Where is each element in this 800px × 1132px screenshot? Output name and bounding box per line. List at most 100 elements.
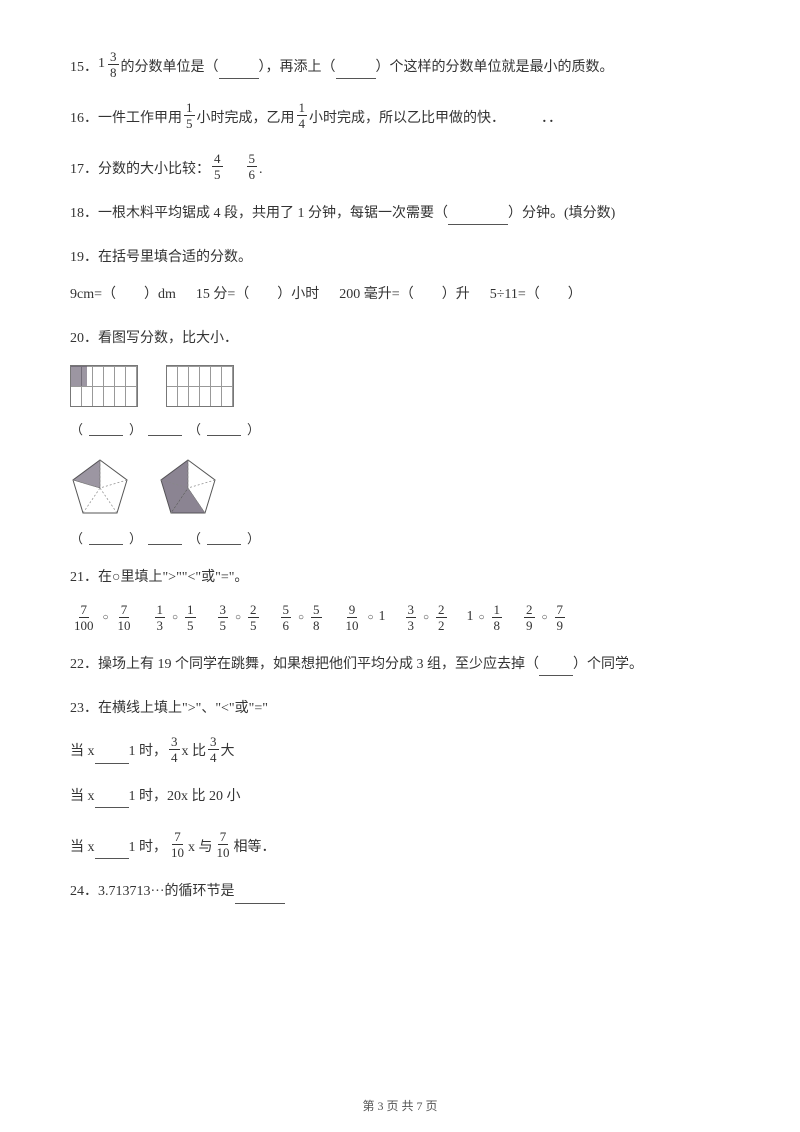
fraction: 3 8 (108, 50, 119, 79)
fraction: 7 10 (169, 830, 186, 859)
q-number: 24． (70, 881, 98, 903)
comparison-item: 1○18 (467, 603, 505, 632)
circle-blank[interactable]: ○ (538, 610, 552, 624)
fraction: 13 (155, 603, 166, 632)
grid-figure-2 (166, 365, 234, 407)
blank[interactable] (235, 903, 285, 904)
blank[interactable] (207, 421, 241, 436)
question-24: 24． 3.713713···的循环节是 (70, 881, 730, 903)
circle-blank[interactable]: ○ (364, 610, 378, 624)
circle-blank[interactable]: ○ (294, 610, 308, 624)
paren-close: ） (247, 528, 260, 547)
blank[interactable] (148, 530, 182, 545)
paren-open: （ (70, 528, 83, 547)
text: 5÷11=（ ） (490, 284, 582, 306)
blank[interactable] (148, 421, 182, 436)
blank[interactable] (207, 530, 241, 545)
text: 200 毫升=（ ）升 (339, 284, 469, 306)
comparison-item: 33○22 (404, 603, 449, 632)
comparison-item: 35○25 (216, 603, 261, 632)
pentagon-figure-1 (70, 458, 130, 516)
comparison-item: 7100○710 (70, 603, 135, 632)
circle-blank[interactable]: ○ (99, 610, 113, 624)
blank[interactable] (89, 421, 123, 436)
fraction: 15 (185, 603, 196, 632)
text: 相等． (234, 837, 276, 859)
text: x 比 (182, 741, 207, 763)
text: ）分钟。(填分数) (508, 203, 615, 225)
text: ）个同学。 (573, 654, 643, 676)
question-17: 17． 分数的大小比较： 4 5 5 6 . (70, 152, 730, 181)
shaded-region (71, 366, 87, 386)
q-number: 20． (70, 328, 98, 350)
text: 大 (221, 741, 235, 763)
text: 在○里填上">""<"或"="。 (98, 567, 248, 589)
figure-row-rects (70, 365, 730, 407)
text: 当 x (70, 786, 95, 808)
fraction: 29 (524, 603, 535, 632)
q-number: 18． (70, 203, 98, 225)
text: ）个这样的分数单位就是最小的质数。 (376, 57, 614, 79)
fraction: 25 (248, 603, 259, 632)
circle-blank[interactable]: ○ (475, 610, 489, 624)
text: 一根木料平均锯成 4 段，共用了 1 分钟，每锯一次需要（ (98, 203, 448, 225)
text: 15 分=（ ）小时 (196, 284, 319, 306)
blank[interactable] (89, 530, 123, 545)
blank[interactable] (95, 749, 129, 764)
text: 在横线上填上">"、"<"或"=" (98, 698, 268, 720)
text: ．． (541, 108, 562, 130)
fraction: 7100 (72, 603, 96, 632)
text: 一件工作甲用 (98, 108, 182, 130)
blank[interactable] (539, 661, 573, 676)
text: 9cm=（ ）dm (70, 284, 176, 306)
question-20: 20． 看图写分数，比大小． (70, 328, 730, 350)
text: 当 x (70, 837, 95, 859)
paren-open: （ (188, 419, 201, 438)
blank[interactable] (448, 210, 508, 225)
fraction: 3 4 (169, 735, 180, 764)
question-23b: 当 x 1 时，20x 比 20 小 (70, 786, 730, 808)
comparison-row: 7100○71013○1535○2556○58910○133○221○1829○… (70, 603, 730, 632)
comparison-item: 13○15 (153, 603, 198, 632)
circle-blank[interactable]: ○ (231, 610, 245, 624)
fraction: 22 (436, 603, 447, 632)
text: 在括号里填合适的分数。 (98, 247, 252, 269)
question-16: 16． 一件工作甲用 1 5 小时完成，乙用 1 4 小时完成，所以乙比甲做的快… (70, 101, 730, 130)
q-number: 21． (70, 567, 98, 589)
fraction: 18 (492, 603, 503, 632)
whole-number: 1 (379, 609, 386, 625)
circle-blank[interactable]: ○ (168, 610, 182, 624)
question-23c: 当 x 1 时， 7 10 x 与 7 10 相等． (70, 830, 730, 859)
fraction: 35 (218, 603, 229, 632)
fraction: 56 (281, 603, 292, 632)
fraction: 58 (311, 603, 322, 632)
answer-row-1: （ ） （ ） (70, 419, 730, 438)
fraction: 910 (344, 603, 361, 632)
shaded-region (167, 366, 200, 406)
q-number: 19． (70, 247, 98, 269)
page: 15． 1 3 8 的分数单位是（ ），再添上（ ）个这样的分数单位就是最小的质… (0, 0, 800, 1132)
q-number: 23． (70, 698, 98, 720)
question-15: 15． 1 3 8 的分数单位是（ ），再添上（ ）个这样的分数单位就是最小的质… (70, 50, 730, 79)
blank[interactable] (95, 844, 129, 859)
question-23: 23． 在横线上填上">"、"<"或"=" (70, 698, 730, 720)
fraction: 5 6 (247, 152, 258, 181)
paren-open: （ (70, 419, 83, 438)
text: 看图写分数，比大小． (98, 328, 238, 350)
text: x 与 (188, 837, 213, 859)
question-21: 21． 在○里填上">""<"或"="。 (70, 567, 730, 589)
circle-blank[interactable]: ○ (419, 610, 433, 624)
blank[interactable] (336, 64, 376, 79)
paren-close: ） (129, 528, 142, 547)
text: ），再添上（ (259, 57, 336, 79)
fraction: 710 (116, 603, 133, 632)
q-number: 16． (70, 108, 98, 130)
mixed-whole: 1 (98, 53, 105, 75)
answer-row-2: （ ） （ ） (70, 528, 730, 547)
question-23a: 当 x 1 时， 3 4 x 比 3 4 大 (70, 735, 730, 764)
whole-number: 1 (467, 609, 474, 625)
blank[interactable] (95, 793, 129, 808)
fraction: 7 10 (215, 830, 232, 859)
fraction: 3 4 (208, 735, 219, 764)
blank[interactable] (219, 64, 259, 79)
